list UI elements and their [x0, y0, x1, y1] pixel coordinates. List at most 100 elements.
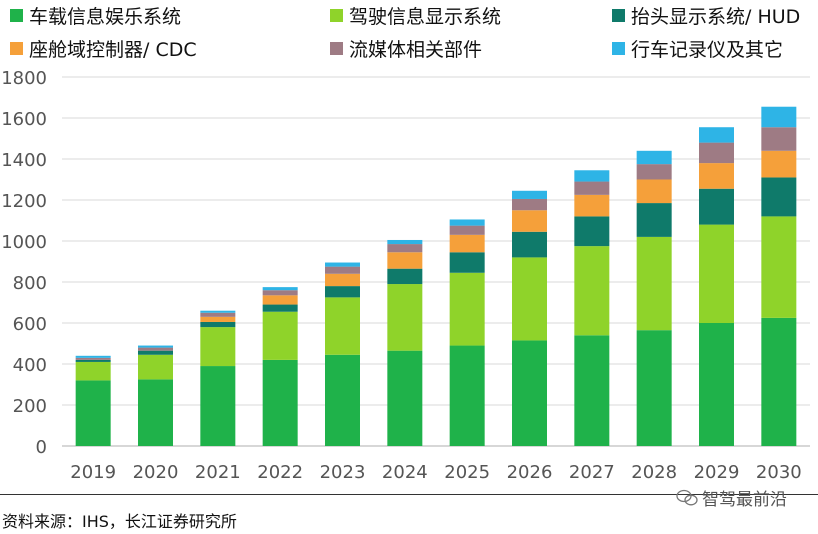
x-tick-label-2020: 2020 [133, 462, 179, 483]
legend-item-1: 驾驶信息显示系统 [330, 2, 501, 29]
bar-2022-series-0 [262, 359, 298, 446]
watermark: 智驾最前沿 [676, 485, 787, 510]
legend-swatch-4 [330, 42, 343, 55]
bar-2019-series-5 [75, 355, 111, 358]
y-tick-label-200: 200 [13, 396, 47, 417]
bar-2023-series-1 [325, 297, 360, 355]
bar-2020-series-2 [138, 350, 173, 355]
bar-2021-series-4 [200, 312, 236, 317]
legend-label-4: 流媒体相关部件 [349, 39, 483, 61]
bar-2021-series-5 [200, 310, 236, 313]
y-tick-label-400: 400 [13, 355, 47, 376]
bar-2019-series-4 [75, 357, 111, 360]
bar-2026-series-3 [512, 210, 547, 232]
y-tick-label-1000: 1000 [1, 232, 47, 253]
bar-2030-series-5 [761, 106, 797, 128]
bar-2029-series-5 [699, 127, 734, 143]
bar-2025-series-3 [449, 234, 485, 253]
legend-label-5: 行车记录仪及其它 [631, 39, 784, 61]
y-tick-label-1200: 1200 [1, 191, 47, 212]
bar-2026-series-5 [512, 190, 547, 199]
bar-2029-series-2 [699, 188, 734, 225]
legend-swatch-2 [612, 9, 625, 22]
bar-2023-series-4 [325, 266, 360, 274]
legend-item-0: 车载信息娱乐系统 [10, 2, 181, 29]
bar-2024-series-4 [387, 244, 423, 253]
bar-2024-series-0 [387, 350, 423, 446]
bar-2027-series-4 [574, 181, 610, 195]
legend-label-1: 驾驶信息显示系统 [349, 6, 502, 28]
x-tick-label-2027: 2027 [569, 462, 615, 483]
bar-2028-series-4 [636, 164, 672, 180]
legend-swatch-5 [612, 42, 625, 55]
bar-2022-series-1 [262, 311, 298, 360]
bar-2028-series-2 [636, 203, 672, 237]
legend-item-5: 行车记录仪及其它 [612, 35, 783, 62]
bar-2023-series-2 [325, 286, 360, 298]
x-tick-label-2030: 2030 [756, 462, 802, 483]
bar-2021-series-0 [200, 366, 236, 446]
bar-2023-series-3 [325, 273, 360, 287]
bar-2027-series-3 [574, 194, 610, 217]
bar-2026-series-4 [512, 198, 547, 211]
bar-2021-series-1 [200, 327, 236, 367]
source-note: 资料来源：IHS，长江证券研究所 [2, 512, 237, 531]
bar-2026-series-0 [512, 340, 547, 446]
bar-2030-series-0 [761, 317, 797, 446]
x-tick-label-2024: 2024 [382, 462, 428, 483]
legend-swatch-1 [330, 9, 343, 22]
legend-label-2: 抬头显示系统/ HUD [631, 6, 801, 28]
bar-2027-series-5 [574, 170, 610, 182]
bar-2025-series-1 [449, 272, 485, 346]
bar-2029-series-3 [699, 163, 734, 189]
bar-2019-series-0 [75, 380, 111, 446]
bar-2030-series-4 [761, 127, 797, 151]
bar-2026-series-2 [512, 231, 547, 258]
bar-2027-series-2 [574, 216, 610, 247]
bar-2028-series-5 [636, 150, 672, 165]
x-tick-label-2025: 2025 [444, 462, 490, 483]
bar-2020-series-0 [138, 379, 173, 446]
y-tick-label-600: 600 [13, 314, 47, 335]
legend-swatch-0 [10, 9, 23, 22]
y-tick-label-1400: 1400 [1, 150, 47, 171]
bar-2022-series-2 [262, 304, 298, 312]
bar-2024-series-3 [387, 252, 423, 269]
bar-2030-series-2 [761, 177, 797, 217]
legend-item-4: 流媒体相关部件 [330, 35, 482, 62]
y-tick-label-1600: 1600 [1, 109, 47, 130]
x-tick-label-2021: 2021 [195, 462, 241, 483]
legend-label-0: 车载信息娱乐系统 [29, 6, 182, 28]
bar-2020-series-5 [138, 345, 173, 348]
footer-divider [0, 494, 818, 495]
x-tick-label-2029: 2029 [694, 462, 740, 483]
bar-2029-series-1 [699, 224, 734, 323]
bar-2027-series-0 [574, 335, 610, 446]
bar-2025-series-2 [449, 252, 485, 273]
x-tick-label-2022: 2022 [257, 462, 303, 483]
y-tick-label-800: 800 [13, 273, 47, 294]
legend-label-3: 座舱域控制器/ CDC [29, 39, 197, 61]
bar-2030-series-1 [761, 216, 797, 318]
bar-2028-series-3 [636, 179, 672, 204]
bar-2021-series-2 [200, 321, 236, 328]
wechat-icon [676, 489, 698, 505]
bar-2028-series-0 [636, 330, 672, 446]
bar-2025-series-0 [449, 345, 485, 446]
y-tick-label-1800: 1800 [1, 68, 47, 89]
legend-swatch-3 [10, 42, 23, 55]
bar-2025-series-4 [449, 225, 485, 235]
bar-2020-series-1 [138, 354, 173, 380]
legend-item-3: 座舱域控制器/ CDC [10, 35, 197, 62]
chart-legend: 车载信息娱乐系统 驾驶信息显示系统 抬头显示系统/ HUD 座舱域控制器/ CDC 流媒… [0, 0, 818, 70]
x-tick-label-2019: 2019 [70, 462, 116, 483]
bar-2020-series-4 [138, 347, 173, 351]
bar-2024-series-1 [387, 284, 423, 351]
bar-2029-series-4 [699, 142, 734, 164]
legend-item-2: 抬头显示系统/ HUD [612, 2, 800, 29]
x-tick-label-2028: 2028 [631, 462, 677, 483]
bar-2030-series-3 [761, 150, 797, 178]
watermark-text: 智驾最前沿 [702, 490, 787, 510]
bar-2021-series-3 [200, 316, 236, 322]
